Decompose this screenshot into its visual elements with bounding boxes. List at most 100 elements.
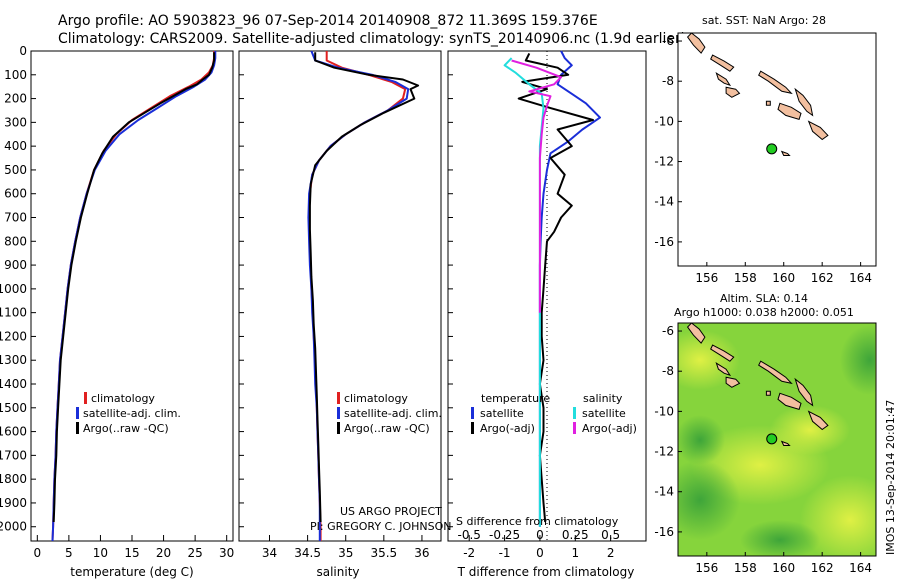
title-line-2: Climatology: CARS2009. Satellite-adjuste… (58, 31, 686, 47)
series-line (51, 51, 217, 542)
island-shape (794, 87, 814, 117)
legend-title-salinity: salinity (583, 392, 623, 405)
sst-map-axes: 156 158 160 162 164 -6 -8 -10 -12 -14 -16 (654, 34, 872, 285)
x-tick-label: 34 (262, 546, 277, 560)
temperature-legend: climatology satellite-adj. clim. Argo(..… (76, 392, 181, 435)
legend-label-temp-argo: Argo(-adj) (480, 422, 535, 435)
y-tick-label: 1600 (0, 425, 27, 439)
y-tick-label: 500 (4, 163, 27, 177)
island-shape (686, 322, 706, 344)
y-tick-label: 600 (4, 187, 27, 201)
legend-label-satellite: satellite-adj. clim. (344, 407, 442, 420)
x-tick-label: 34.5 (294, 546, 321, 560)
island-shape (807, 120, 829, 141)
temperature-series (51, 51, 217, 542)
legend-label-satellite: satellite-adj. clim. (83, 407, 181, 420)
lat-tick-label: -12 (654, 445, 674, 459)
island-shape (725, 376, 741, 388)
title-line-1: Argo profile: AO 5903823_96 07-Sep-2014 … (58, 13, 598, 29)
y-tick-label: 1900 (0, 496, 27, 510)
island-shape (725, 86, 741, 98)
sla-field (679, 325, 875, 555)
lon-tick-label: 164 (849, 271, 872, 285)
island-shape (777, 102, 802, 121)
salinity-legend: climatology satellite-adj. clim. Argo(..… (337, 392, 442, 435)
island-shape (765, 390, 771, 396)
solomon-islands-land (686, 322, 829, 446)
temperature-x-axis: 0 5 10 15 20 25 30 (33, 535, 234, 560)
series-line (511, 59, 563, 313)
top-tick-label: 0 (536, 528, 544, 542)
legend-swatch-climatology (337, 392, 340, 404)
sst-map-panel: sat. SST: NaN Argo: 28 156 158 160 162 164 -6… (654, 14, 877, 285)
legend-label-sal-argo: Argo(-adj) (582, 422, 637, 435)
x-tick-label: 0 (33, 546, 41, 560)
y-tick-label: 900 (4, 258, 27, 272)
legend-swatch-temp-argo (471, 422, 474, 434)
x-tick-label: 2 (607, 546, 615, 560)
x-tick-label: 1 (571, 546, 579, 560)
project-credit-line-1: US ARGO PROJECT (340, 505, 442, 518)
top-tick-label: 0.5 (601, 528, 620, 542)
lat-tick-label: -10 (654, 404, 674, 418)
y-tick-label: 100 (4, 68, 27, 82)
legend-label-argo: Argo(..raw -QC) (83, 422, 169, 435)
float-position-marker (766, 143, 778, 155)
island-shape (777, 392, 802, 411)
salinity-axes-frame (238, 50, 442, 542)
y-tick-label: 1700 (0, 448, 27, 462)
difference-legend: temperature satellite Argo(-adj) salinit… (471, 392, 637, 435)
sla-map-title-2: Argo h1000: 0.038 h2000: 0.051 (674, 306, 854, 319)
y-tick-label: 1800 (0, 472, 27, 486)
y-tick-label: 800 (4, 234, 27, 248)
legend-swatch-climatology (84, 392, 87, 404)
series-line (308, 51, 407, 541)
y-tick-label: 1100 (0, 306, 27, 320)
island-shape (715, 362, 732, 377)
temperature-profile-panel: 0100200300400500600700800900100011001200… (0, 44, 453, 579)
lon-tick-label: 156 (695, 561, 718, 575)
x-tick-label: 5 (65, 546, 73, 560)
x-tick-label: 10 (93, 546, 108, 560)
legend-label-climatology: climatology (91, 392, 155, 405)
lon-tick-label: 160 (772, 271, 795, 285)
lon-tick-label: 158 (734, 561, 757, 575)
salinity-difference-tick-labels: -0.5 -0.25 0 0.25 0.5 (458, 528, 621, 542)
salinity-x-axis: 34 34.5 35 35.5 36 (262, 535, 430, 560)
y-tick-label: 1400 (0, 377, 27, 391)
sst-map-title: sat. SST: NaN Argo: 28 (702, 14, 826, 27)
lat-tick-label: -14 (654, 195, 674, 209)
lat-tick-label: -16 (654, 525, 674, 539)
island-shape (780, 150, 791, 156)
x-tick-label: -1 (499, 546, 511, 560)
legend-swatch-argo (76, 422, 79, 434)
y-tick-label: 700 (4, 211, 27, 225)
legend-label-temp-satellite: satellite (480, 407, 524, 420)
series-line (307, 50, 410, 541)
legend-label-argo: Argo(..raw -QC) (344, 422, 430, 435)
series-line (538, 50, 601, 527)
float-position-marker (766, 433, 778, 445)
x-tick-label: 0 (536, 546, 544, 560)
island-shape (794, 377, 814, 407)
series-line (52, 52, 216, 523)
island-shape (765, 100, 771, 106)
project-credit-line-2: PI: GREGORY C. JOHNSON (310, 520, 451, 533)
difference-x-label: T difference from climatology (457, 565, 635, 579)
x-tick-label: 20 (156, 546, 171, 560)
legend-swatch-sal-argo (573, 422, 576, 434)
legend-label-climatology: climatology (344, 392, 408, 405)
lat-tick-label: -12 (654, 155, 674, 169)
difference-profile-panel: -2 -1 0 1 2 S difference from climatology -0… (447, 50, 647, 579)
top-tick-label: 0.25 (562, 528, 589, 542)
legend-swatch-argo (337, 422, 340, 434)
island-shape (686, 32, 706, 54)
x-tick-label: 30 (219, 546, 234, 560)
legend-swatch-sal-satellite (573, 407, 576, 419)
lat-tick-label: -16 (654, 235, 674, 249)
lat-tick-label: -14 (654, 485, 674, 499)
y-tick-label: 1300 (0, 353, 27, 367)
y-tick-label: 300 (4, 115, 27, 129)
y-tick-label: 2000 (0, 520, 27, 534)
island-shape (758, 360, 793, 385)
